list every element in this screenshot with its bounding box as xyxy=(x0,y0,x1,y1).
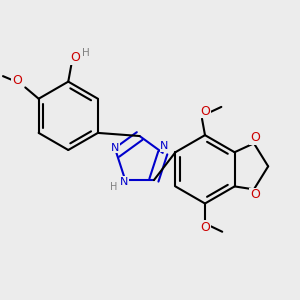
Text: O: O xyxy=(250,188,260,201)
Text: N: N xyxy=(111,142,119,152)
Text: H: H xyxy=(82,48,89,59)
Text: O: O xyxy=(70,51,80,64)
Text: N: N xyxy=(120,177,128,187)
Text: O: O xyxy=(12,74,22,87)
Text: O: O xyxy=(250,131,260,145)
Text: O: O xyxy=(201,105,211,118)
Text: H: H xyxy=(110,182,118,192)
Text: O: O xyxy=(200,221,210,234)
Text: N: N xyxy=(160,141,169,151)
